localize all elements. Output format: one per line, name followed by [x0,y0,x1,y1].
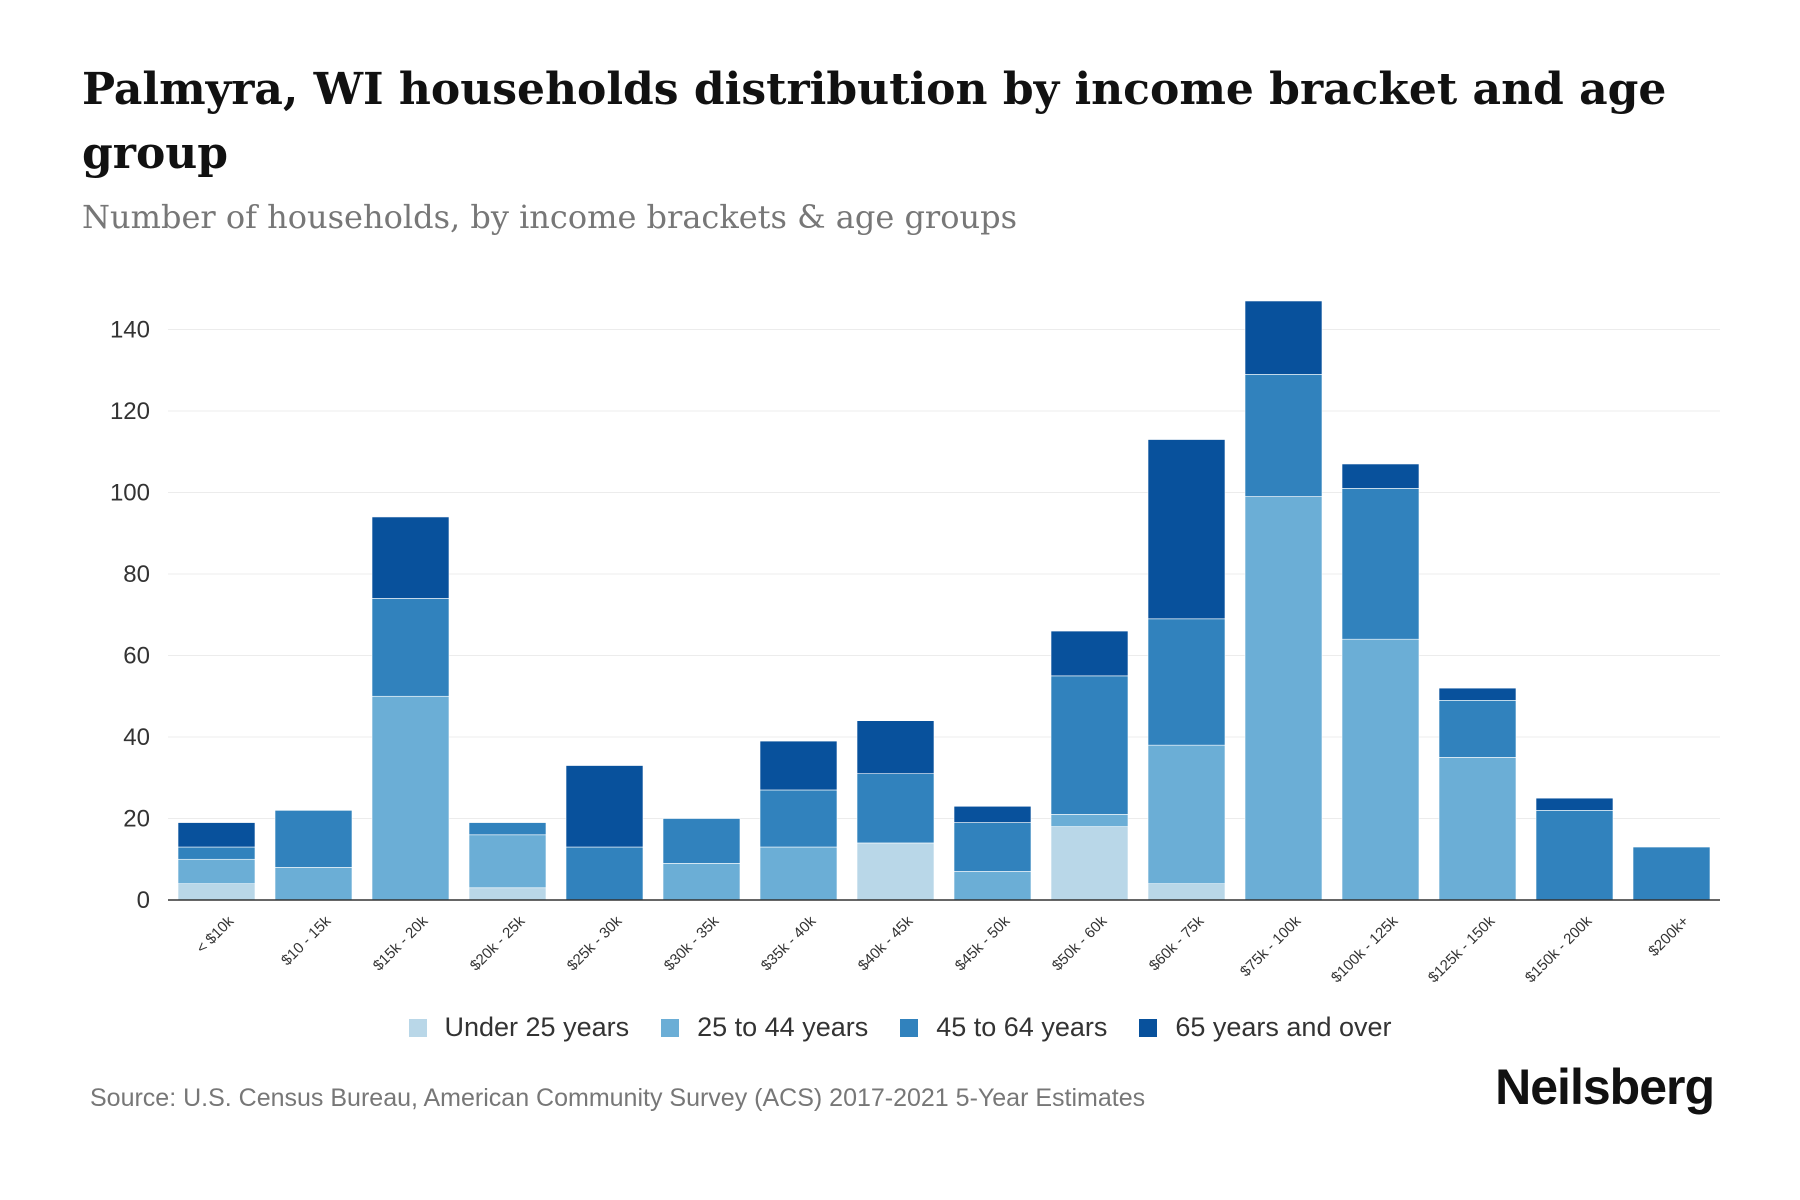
bar-segment-under-25-years [177,883,256,901]
bar-segment-65-years-and-over [1050,630,1129,677]
bar-segment-45-to-64-years [1341,488,1420,640]
source-note: Source: U.S. Census Bureau, American Com… [90,1084,1146,1112]
bar-segment-65-years-and-over [565,765,644,848]
legend-swatch [661,1018,680,1037]
bar-segment-45-to-64-years [565,846,644,901]
bar-segment-25-to-44-years [468,834,547,889]
legend-item: 25 to 44 years [661,1012,868,1043]
y-tick-label: 100 [110,480,150,507]
neilsberg-logo: Neilsberg [1495,1059,1715,1115]
legend-label: 25 to 44 years [697,1012,869,1042]
bar-segment-65-years-and-over [856,720,935,774]
bar-segment-65-years-and-over [1438,687,1517,701]
x-tick-label: $10 - 15k [278,912,335,969]
x-tick-label: $40k - 45k [855,912,917,974]
bar-segment-65-years-and-over [759,740,838,791]
legend-item: 65 years and over [1139,1012,1392,1043]
bar-segment-25-to-44-years [1147,744,1226,885]
bar-segment-under-25-years [856,842,935,901]
bar-segment-65-years-and-over [1535,797,1614,811]
bar-segment-65-years-and-over [953,805,1032,823]
y-tick-label: 80 [123,561,150,588]
bar-segment-45-to-64-years [274,810,353,868]
x-tick-label: $150k - 200k [1522,912,1596,986]
bar-segment-45-to-64-years [468,822,547,836]
bar-segment-45-to-64-years [1244,374,1323,497]
legend-label: Under 25 years [444,1012,630,1042]
bar-segment-45-to-64-years [759,789,838,848]
bar-segment-45-to-64-years [856,773,935,844]
bar-segment-25-to-44-years [274,867,353,901]
legend-label: 65 years and over [1175,1012,1392,1042]
y-tick-label: 20 [123,806,150,833]
bar-segment-65-years-and-over [177,822,256,848]
bar-segment-65-years-and-over [371,516,450,599]
x-tick-label: $200k+ [1645,913,1692,960]
bar-segment-45-to-64-years [1535,810,1614,901]
x-tick-label: $50k - 60k [1049,912,1111,974]
legend: Under 25 years 25 to 44 years 45 to 64 yea… [0,1012,1800,1043]
x-tick-label: $125k - 150k [1425,912,1499,986]
x-tick-label: $100k - 125k [1328,912,1402,986]
x-tick-label: $15k - 20k [370,912,432,974]
bar-segment-45-to-64-years [953,822,1032,872]
x-tick-label: $35k - 40k [758,912,820,974]
y-tick-label: 0 [137,887,150,914]
bar-segment-45-to-64-years [177,846,256,860]
legend-swatch [408,1018,427,1037]
bar-segment-25-to-44-years [759,846,838,901]
bar-segment-25-to-44-years [1244,496,1323,901]
bar-segment-25-to-44-years [371,695,450,901]
bar-segment-25-to-44-years [662,863,741,901]
y-tick-label: 120 [110,398,150,425]
bar-segment-25-to-44-years [1341,638,1420,901]
bar-segment-45-to-64-years [662,818,741,864]
bar-segment-25-to-44-years [953,871,1032,901]
x-tick-label: $30k - 35k [661,912,723,974]
y-tick-label: 60 [123,643,150,670]
bar-segment-65-years-and-over [1244,300,1323,375]
legend-swatch [900,1018,919,1037]
bar-segment-45-to-64-years [371,598,450,697]
y-tick-label: 40 [123,724,150,751]
y-tick-label: 140 [110,317,150,344]
bar-segment-25-to-44-years [1438,757,1517,901]
bar-segment-45-to-64-years [1438,700,1517,758]
bar-segment-under-25-years [468,887,547,901]
stacked-bar-chart: 0 20 40 60 80 100 120 140 < $10k $10 - 15k $15k - … [110,300,1720,986]
x-tick-label: $60k - 75k [1146,912,1208,974]
bar-segment-25-to-44-years [177,858,256,885]
chart-subtitle: Number of households, by income brackets… [82,198,1017,236]
x-tick-label: < $10k [193,912,238,957]
bar-segment-under-25-years [1050,826,1129,901]
legend-swatch [1139,1018,1158,1037]
legend-label: 45 to 64 years [936,1012,1108,1042]
x-tick-label: $75k - 100k [1237,912,1305,980]
bar-segment-65-years-and-over [1147,439,1226,620]
bar-segment-65-years-and-over [1341,463,1420,489]
bar-segment-25-to-44-years [1050,814,1129,827]
x-tick-label: $20k - 25k [467,912,529,974]
legend-item: 45 to 64 years [900,1012,1107,1043]
x-tick-label: $25k - 30k [564,912,626,974]
bar-segment-45-to-64-years [1632,846,1711,901]
bar-segment-under-25-years [1147,883,1226,901]
bar-segment-45-to-64-years [1050,675,1129,815]
bar-segment-45-to-64-years [1147,618,1226,746]
legend-item: Under 25 years [408,1012,630,1043]
x-tick-label: $45k - 50k [952,912,1014,974]
chart-title: Palmyra, WI households distribution by i… [82,64,1667,179]
